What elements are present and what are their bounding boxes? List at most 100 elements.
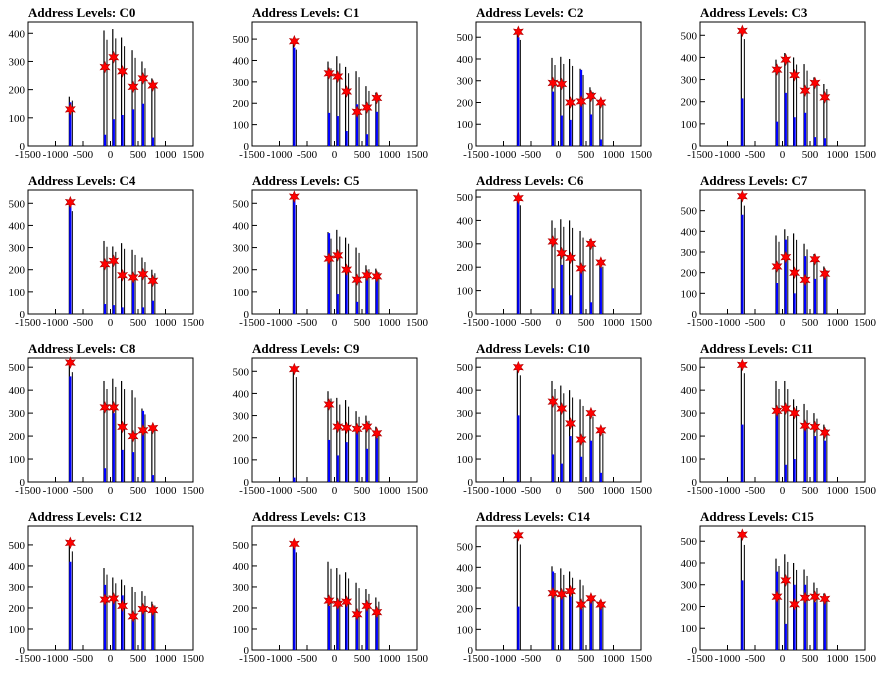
- peak-marker: [736, 24, 748, 38]
- y-tick-label: 200: [681, 97, 698, 109]
- x-tick-label: -1500: [463, 485, 489, 497]
- peak-marker: [595, 256, 607, 269]
- y-tick-label: 300: [681, 408, 698, 420]
- x-tick-label: -1000: [491, 653, 517, 665]
- peak-marker: [565, 96, 577, 109]
- x-tick-label: -1500: [15, 653, 41, 665]
- y-tick-label: 200: [681, 431, 698, 443]
- x-tick-label: -1500: [15, 149, 41, 161]
- y-tick-label: 500: [9, 362, 26, 374]
- x-tick-label: -500: [745, 317, 766, 329]
- peak-marker: [799, 591, 811, 605]
- y-tick-label: 500: [457, 362, 474, 374]
- y-tick-label: 300: [681, 247, 698, 259]
- peak-marker: [771, 404, 783, 418]
- peak-marker: [351, 273, 363, 286]
- peak-marker: [595, 424, 607, 437]
- peak-marker: [99, 257, 111, 271]
- chart-panel-c10: Address Levels: C10 0 100 200 300 400 500 -1500…: [457, 341, 653, 497]
- peak-marker: [108, 254, 120, 268]
- y-tick-label: 400: [457, 562, 474, 574]
- peak-marker: [585, 89, 597, 103]
- chart-panel-c15: Address Levels: C15 0 100 200 300 400 500 -1500…: [681, 509, 877, 665]
- peak-marker: [117, 599, 129, 613]
- y-tick-label: 0: [20, 141, 26, 153]
- chart-panel-c7: Address Levels: C70100200300400500-1500-…: [681, 173, 877, 329]
- peak-marker: [585, 406, 597, 420]
- y-tick-label: 500: [9, 540, 26, 552]
- x-tick-label: 1000: [827, 149, 850, 161]
- y-tick-label: 500: [233, 34, 250, 46]
- x-tick-label: 0: [108, 653, 114, 665]
- peak-marker: [789, 406, 801, 420]
- chart-title: Address Levels: C0: [28, 5, 135, 20]
- peak-marker: [565, 584, 577, 598]
- y-tick-label: 500: [457, 192, 474, 204]
- peak-marker: [556, 246, 568, 260]
- x-tick-label: -500: [73, 149, 94, 161]
- x-tick-label: -1000: [715, 149, 741, 161]
- peak-marker: [137, 602, 149, 616]
- plot-frame: [699, 21, 866, 147]
- x-tick-label: -1500: [239, 485, 265, 497]
- peak-marker: [595, 96, 607, 109]
- y-tick-label: 300: [233, 411, 250, 423]
- x-tick-label: -500: [745, 485, 766, 497]
- chart-panel-c2: Address Levels: C20100200300400500-1500-…: [457, 5, 653, 161]
- peak-marker: [789, 598, 801, 611]
- x-tick-label: -1000: [267, 317, 293, 329]
- y-tick-label: 0: [692, 141, 698, 153]
- y-tick-label: 200: [9, 85, 26, 97]
- x-tick-label: -1000: [267, 653, 293, 665]
- y-tick-label: 0: [244, 141, 250, 153]
- peak-marker: [780, 402, 792, 415]
- x-tick-label: -1500: [687, 317, 713, 329]
- peak-marker: [288, 537, 300, 551]
- y-tick-label: 0: [244, 477, 250, 489]
- chart-panel-c14: Address Levels: C14 0 100 200 300 400 500 -1500…: [457, 509, 653, 665]
- x-tick-label: 500: [130, 149, 147, 161]
- x-tick-label: 500: [802, 485, 819, 497]
- x-tick-label: 1500: [630, 149, 653, 161]
- x-tick-label: -1500: [15, 485, 41, 497]
- y-tick-label: 400: [457, 385, 474, 397]
- x-tick-label: 500: [578, 653, 595, 665]
- x-tick-label: -1000: [715, 653, 741, 665]
- y-tick-label: 300: [9, 408, 26, 420]
- x-tick-label: 1500: [854, 149, 877, 161]
- y-tick-label: 0: [20, 309, 26, 321]
- peak-marker: [736, 189, 748, 203]
- peak-marker: [771, 260, 783, 273]
- x-tick-label: -500: [521, 149, 542, 161]
- plot-frame: [699, 357, 866, 483]
- x-tick-label: -1000: [43, 317, 69, 329]
- x-tick-label: 1500: [630, 485, 653, 497]
- y-tick-label: 400: [457, 54, 474, 66]
- x-tick-label: -1000: [715, 485, 741, 497]
- chart-panel-c11: Address Levels: C11 0 100 200 300 400 500 -1500…: [681, 341, 877, 497]
- x-tick-label: 1500: [182, 485, 205, 497]
- peak-marker: [351, 422, 363, 436]
- plot-frame: [251, 357, 418, 483]
- peak-marker: [575, 262, 587, 275]
- chart-title: Address Levels: C15: [700, 509, 814, 524]
- y-tick-label: 400: [233, 220, 250, 232]
- plot-frame: [251, 189, 418, 315]
- y-tick-label: 0: [20, 645, 26, 657]
- peak-marker: [323, 252, 335, 265]
- y-tick-label: 300: [681, 75, 698, 87]
- y-tick-label: 400: [681, 52, 698, 64]
- x-tick-label: -1000: [43, 653, 69, 665]
- chart-panel-c8: Address Levels: C80100200300400500-1500-…: [9, 341, 205, 497]
- peak-marker: [565, 417, 577, 430]
- y-tick-label: 100: [233, 287, 250, 299]
- y-tick-label: 0: [244, 645, 250, 657]
- peak-marker: [819, 267, 831, 281]
- x-tick-label: 500: [802, 317, 819, 329]
- y-tick-label: 0: [692, 477, 698, 489]
- peak-marker: [512, 360, 524, 374]
- peak-marker: [556, 77, 568, 91]
- peak-marker: [64, 536, 76, 550]
